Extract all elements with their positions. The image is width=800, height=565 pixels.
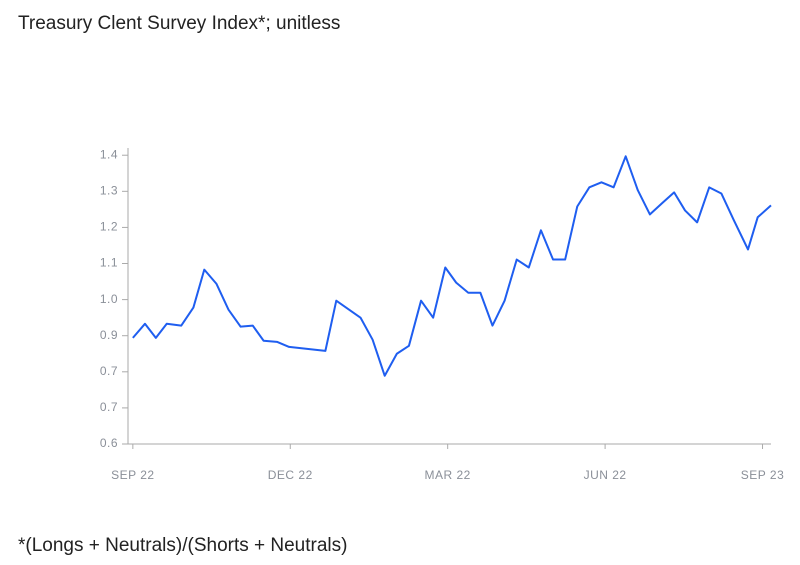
x-tick-label: JUN 22 bbox=[584, 468, 627, 482]
y-tick-label: 1.2 bbox=[100, 220, 118, 234]
chart-title: Treasury Clent Survey Index*; unitless bbox=[18, 13, 340, 34]
y-tick-label: 1.3 bbox=[100, 183, 118, 197]
y-tick-label: 0.7 bbox=[100, 364, 118, 378]
x-tick-label: SEP 22 bbox=[111, 468, 154, 482]
x-tick-label: MAR 22 bbox=[425, 468, 471, 482]
y-tick-label: 1.1 bbox=[100, 256, 118, 270]
x-tick-label: SEP 23 bbox=[741, 468, 784, 482]
y-tick-label: 0.7 bbox=[100, 400, 118, 414]
y-tick-label: 1.4 bbox=[100, 147, 118, 161]
footnote: *(Longs + Neutrals)/(Shorts + Neutrals) bbox=[18, 535, 347, 556]
data-line bbox=[132, 155, 772, 377]
y-tick-label: 0.6 bbox=[100, 436, 118, 450]
x-tick-label: DEC 22 bbox=[268, 468, 313, 482]
y-tick-label: 1.0 bbox=[100, 292, 118, 306]
y-tick-label: 0.9 bbox=[100, 328, 118, 342]
